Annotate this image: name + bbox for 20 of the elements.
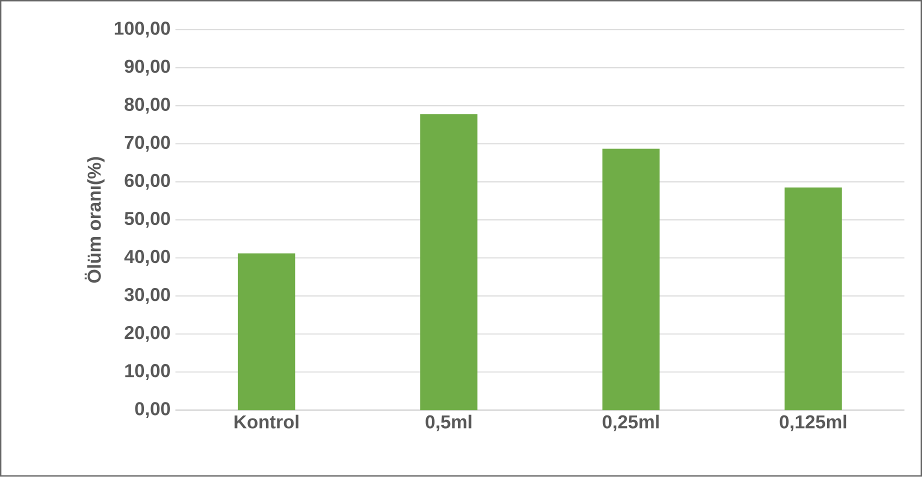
y-tick-label: 80,00 (124, 98, 170, 114)
y-tick-label: 10,00 (125, 364, 170, 380)
bar (238, 253, 296, 410)
y-tick-label: 50,00 (124, 212, 170, 228)
y-axis-title: Ölüm oranı(%) (84, 157, 105, 283)
bar (602, 148, 660, 410)
y-tick-label: 100,00 (114, 22, 170, 38)
x-tick-label: 0,125ml (780, 414, 846, 432)
y-tick-label: 60,00 (124, 174, 170, 190)
y-tick-label: 0,00 (135, 402, 170, 418)
y-tick-label: 30,00 (124, 288, 170, 304)
bar (784, 188, 842, 410)
x-tick-label: 0,5ml (426, 414, 472, 432)
y-tick-label: 70,00 (124, 136, 170, 152)
y-tick-label: 40,00 (124, 250, 170, 266)
x-tick-label: Kontrol (234, 414, 298, 429)
bar (420, 114, 478, 410)
y-tick-label: 20,00 (124, 326, 170, 342)
x-tick-label: 0,25ml (602, 414, 659, 432)
y-tick-label: 90,00 (124, 60, 170, 76)
